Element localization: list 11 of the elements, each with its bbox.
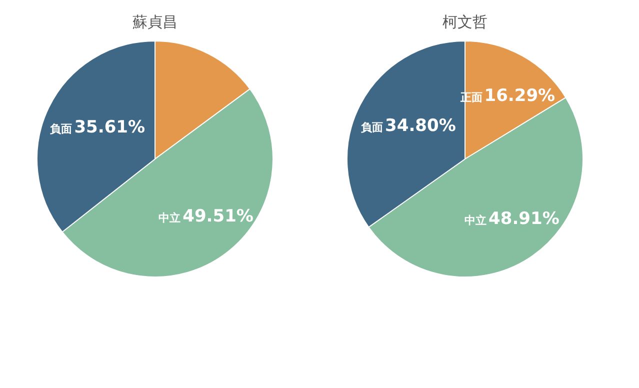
chart-title: 蘇貞昌 (132, 13, 178, 31)
data-label: 48.91% (488, 209, 560, 230)
data-label: 35.61% (74, 118, 146, 138)
data-label: 34.80% (385, 116, 456, 136)
data-label: 16.29% (484, 86, 556, 106)
slice-label: 中立 (464, 214, 487, 228)
data-label: 49.51% (182, 206, 254, 226)
slice-label: 負面 (360, 120, 384, 134)
slice-label: 負面 (49, 122, 72, 136)
chart-title: 柯文哲 (442, 13, 488, 31)
slice-label: 中立 (158, 211, 181, 224)
